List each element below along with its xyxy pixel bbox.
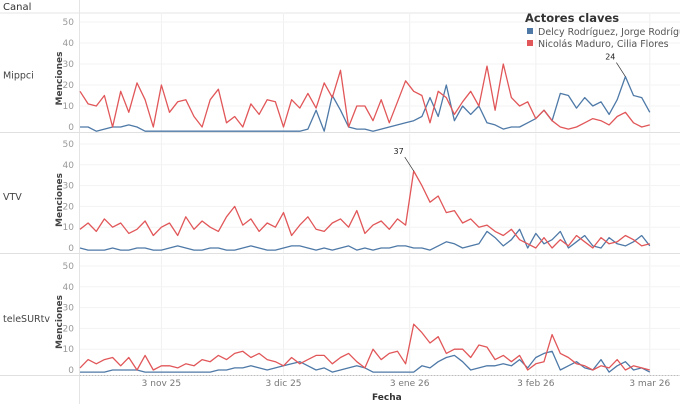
panel-telesurtv: 0 10 20 30 40 50 teleSURtv Menciones xyxy=(0,255,680,376)
y-tick-label: 10 xyxy=(63,223,75,233)
y-tick-label: 10 xyxy=(63,345,75,355)
y-axis-title: Menciones xyxy=(55,295,65,349)
annotation-label: 37 xyxy=(394,147,404,156)
y-tick-label: 40 xyxy=(63,39,75,49)
y-tick-label: 20 xyxy=(63,202,75,212)
x-axis-title[interactable]: Fecha xyxy=(372,393,402,403)
x-tick-label: 3 dic 25 xyxy=(265,379,301,389)
annotation-line xyxy=(616,62,626,77)
series-line-maduro[interactable] xyxy=(79,63,650,130)
legend: Actores claves Delcy Rodríguez, Jorge Ro… xyxy=(525,11,680,50)
y-tick-label: 30 xyxy=(63,182,75,192)
y-tick-label: 0 xyxy=(68,244,74,254)
series-line-delcy[interactable] xyxy=(80,75,651,132)
legend-item-maduro[interactable]: Nicolás Maduro, Cilia Flores xyxy=(538,39,669,50)
y-tick-label: 40 xyxy=(63,283,75,293)
series-line-delcy[interactable] xyxy=(79,228,651,251)
panel-mippci: 0 10 20 30 40 50 Mippci Menciones 24 xyxy=(0,12,680,133)
panel-vtv: 0 10 20 30 40 50 VTV Menciones 37 xyxy=(0,133,680,254)
legend-title: Actores claves xyxy=(525,11,619,25)
annotation-line xyxy=(404,156,415,172)
series-line-maduro[interactable] xyxy=(79,323,650,371)
y-tick-label: 20 xyxy=(63,81,75,91)
x-tick-label: 3 feb 26 xyxy=(517,379,555,389)
x-tick-label: 3 mar 26 xyxy=(629,379,670,389)
y-tick-label: 10 xyxy=(63,102,75,112)
row-label-vtv: VTV xyxy=(3,192,22,203)
annotation-label: 24 xyxy=(605,53,615,62)
series-line-delcy[interactable] xyxy=(80,350,651,373)
y-axis-title: Menciones xyxy=(55,52,65,106)
legend-swatch-blue xyxy=(527,28,533,34)
x-tick-label: 3 nov 25 xyxy=(142,379,181,389)
row-label-telesurtv: teleSURtv xyxy=(3,314,50,325)
y-tick-label: 50 xyxy=(63,140,75,150)
row-label-mippci: Mippci xyxy=(3,71,34,82)
x-tick-label: 3 ene 26 xyxy=(390,379,430,389)
series-line-maduro[interactable] xyxy=(79,170,650,249)
y-tick-label: 20 xyxy=(63,324,75,334)
y-tick-label: 50 xyxy=(63,262,75,272)
legend-swatch-red xyxy=(527,40,533,46)
y-tick-label: 40 xyxy=(63,161,75,171)
y-tick-label: 30 xyxy=(63,304,75,314)
y-tick-label: 50 xyxy=(63,18,75,28)
y-tick-label: 0 xyxy=(68,366,74,376)
y-axis-title: Menciones xyxy=(55,173,65,227)
y-tick-label: 0 xyxy=(68,123,74,133)
column-header-canal: Canal xyxy=(3,2,31,13)
y-tick-label: 30 xyxy=(63,60,75,70)
legend-item-delcy[interactable]: Delcy Rodríguez, Jorge Rodríguez xyxy=(538,27,680,38)
